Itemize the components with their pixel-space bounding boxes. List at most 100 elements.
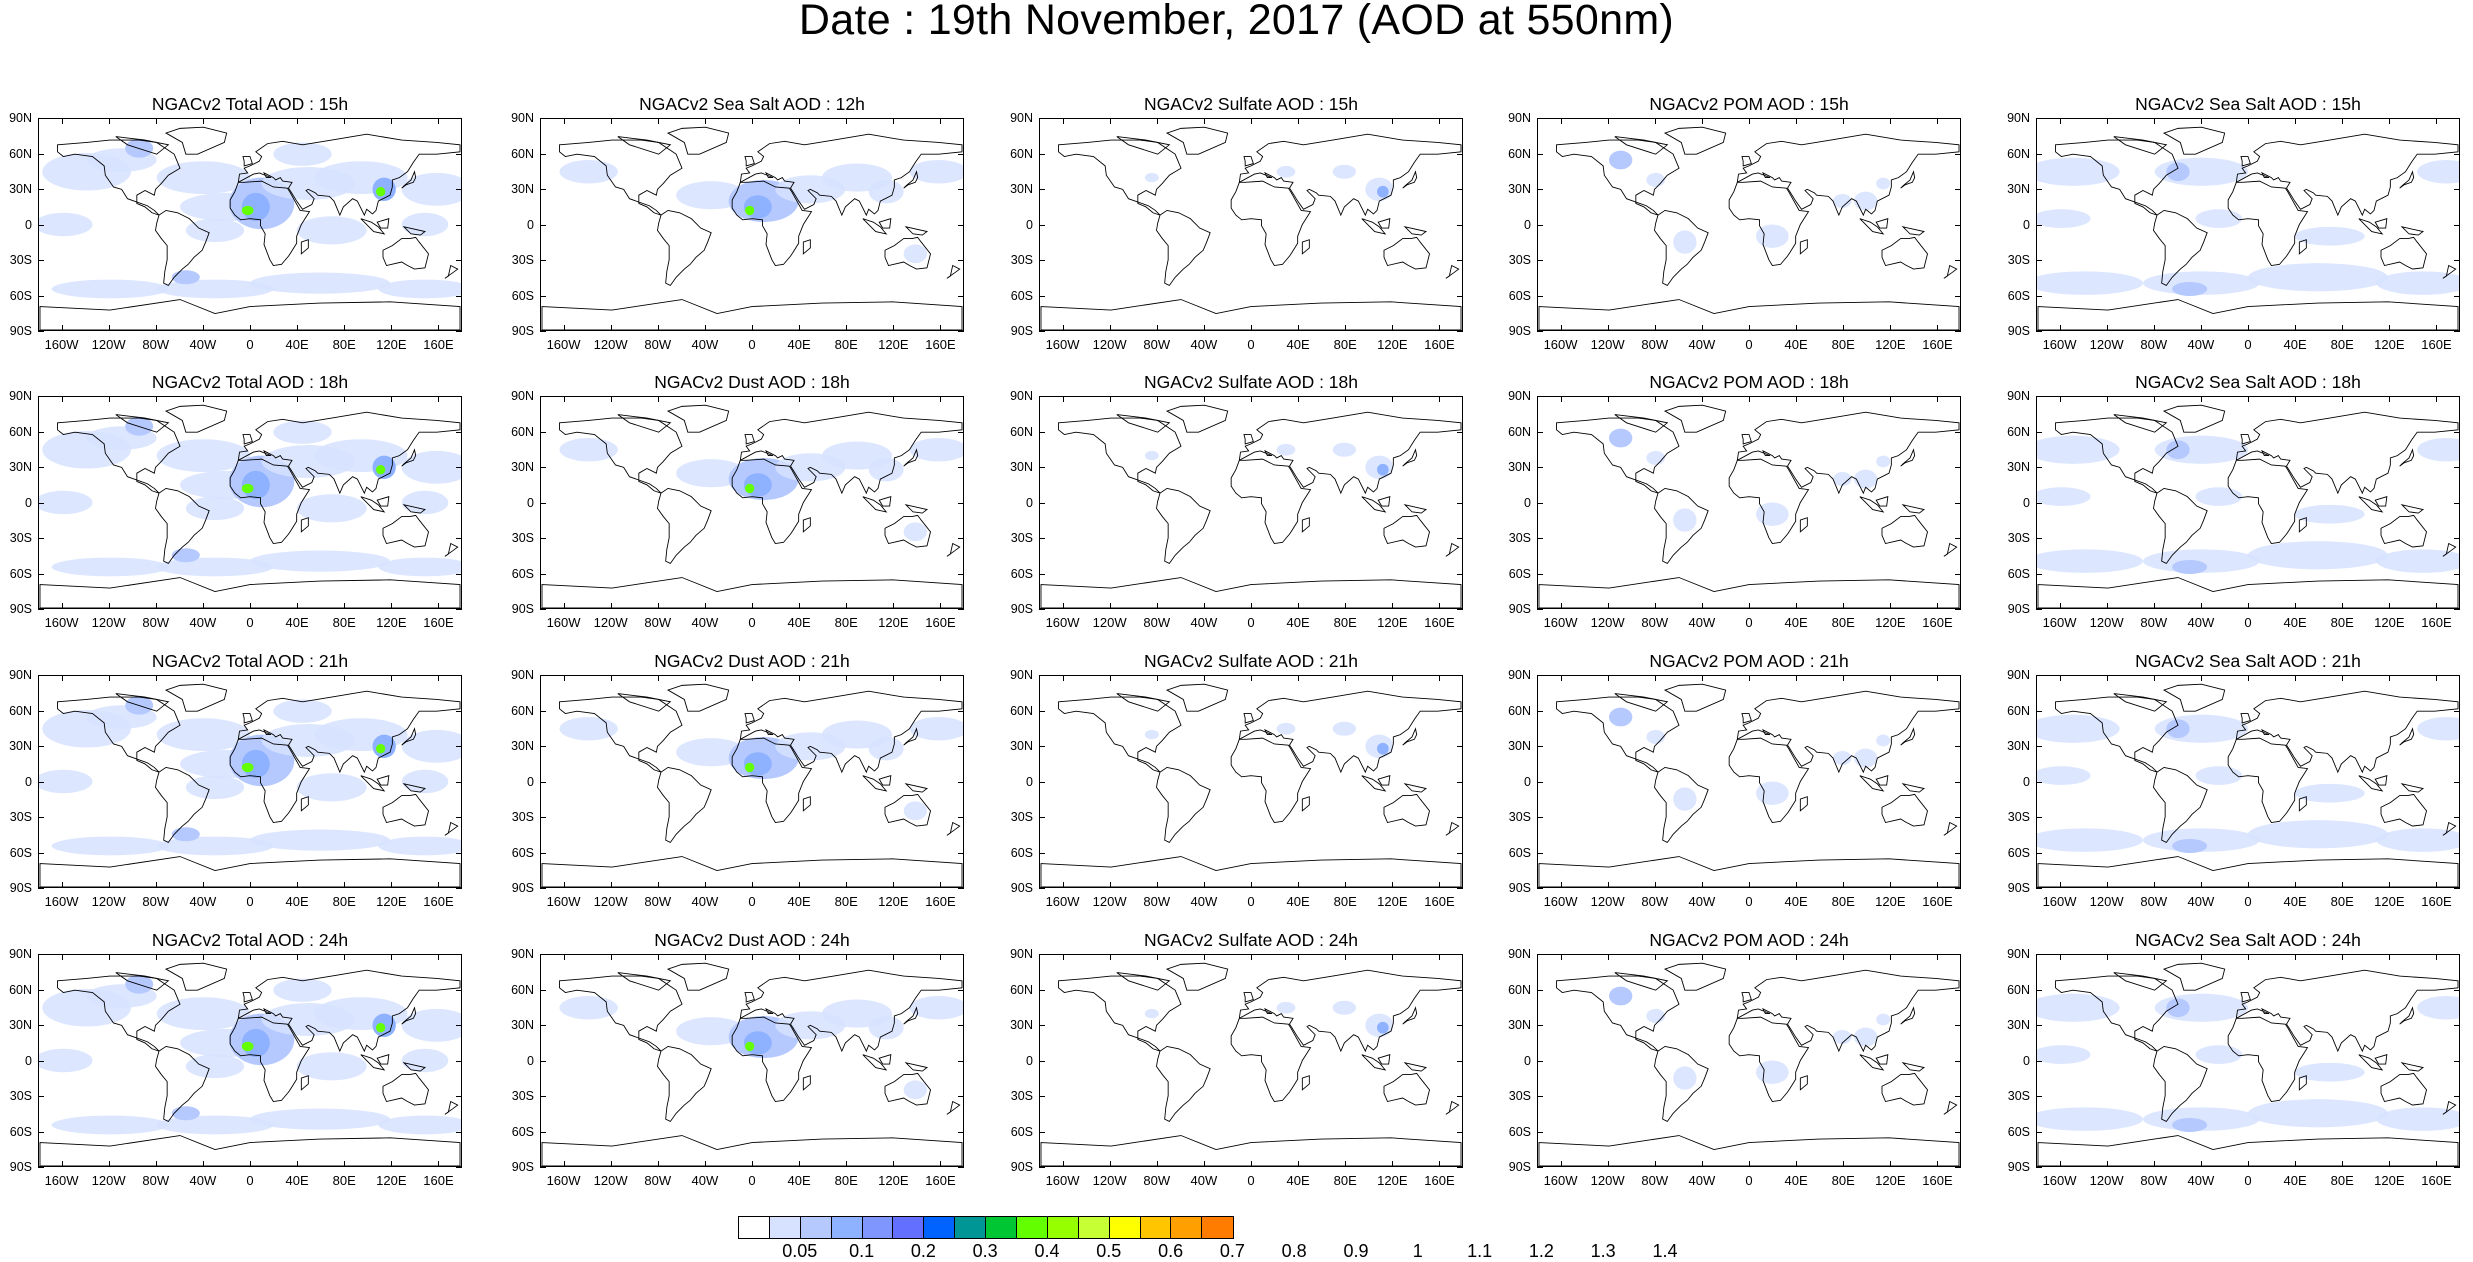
aod-region: [156, 439, 250, 473]
aod-region: [1608, 986, 1633, 1006]
coastline: [903, 170, 919, 189]
lon-tick: [1439, 118, 1441, 124]
lon-tick-label: 40W: [1190, 337, 1218, 352]
aod-map-pom: [1538, 962, 1960, 1166]
aod-region: [1332, 721, 1357, 736]
coastline: [237, 133, 461, 217]
lon-tick: [2436, 118, 2438, 124]
lat-tick: [1039, 224, 1045, 226]
lon-tick: [2295, 675, 2297, 681]
lon-tick: [1156, 675, 1158, 681]
lon-tick-label: 160W: [1543, 1173, 1578, 1188]
lon-tick: [1607, 325, 1609, 331]
lon-tick: [344, 118, 346, 124]
aod-region: [1144, 1008, 1159, 1019]
lon-tick: [563, 1161, 565, 1167]
lat-tick: [1955, 538, 1961, 539]
lon-tick: [2059, 118, 2061, 124]
lat-tick: [958, 746, 964, 747]
coastline: [1361, 496, 1387, 513]
lat-tick-label: 60S: [1010, 566, 1033, 581]
lat-tick: [2454, 331, 2460, 332]
lat-tick: [1537, 1096, 1543, 1097]
lat-tick-label: 90N: [2007, 947, 2030, 961]
lat-tick-label: 90N: [1010, 111, 1033, 125]
aod-region: [559, 996, 618, 1020]
lat-tick: [2036, 502, 2042, 504]
lat-tick: [2036, 224, 2042, 226]
lat-tick: [2454, 1060, 2460, 1062]
lat-tick: [540, 1060, 546, 1062]
lon-tick: [391, 675, 393, 681]
lon-tick-label: 80E: [834, 615, 858, 630]
lon-tick: [2436, 603, 2438, 609]
lon-tick: [1749, 882, 1750, 888]
aod-region: [378, 1115, 461, 1135]
lat-tick-label: 90N: [1508, 111, 1531, 125]
colorbar-label: 0.3: [972, 1241, 998, 1261]
lat-tick: [540, 954, 546, 955]
aod-region: [903, 522, 928, 542]
coastline: [1538, 856, 1960, 887]
map-panel: [1537, 675, 1961, 888]
lon-tick: [846, 954, 848, 960]
coastline: [1361, 1054, 1387, 1071]
lat-tick-label: 60N: [511, 982, 534, 997]
aod-region: [1377, 185, 1389, 198]
lat-tick: [456, 396, 462, 397]
lon-tick: [2389, 396, 2391, 402]
lat-tick: [38, 1131, 44, 1133]
coastline: [229, 737, 311, 824]
aod-region: [903, 801, 928, 821]
lon-tick-label: 40E: [1784, 894, 1808, 909]
coastline: [1875, 496, 1889, 507]
coastline: [617, 972, 672, 991]
lat-tick: [1039, 118, 1045, 119]
lon-tick-label: 40W: [1688, 894, 1716, 909]
lat-tick: [2454, 852, 2460, 854]
lat-tick: [456, 609, 462, 610]
lat-tick: [1457, 817, 1463, 818]
lat-tick: [1537, 954, 1543, 955]
lon-tick: [2342, 882, 2344, 888]
aod-region: [2248, 820, 2389, 849]
lon-tick-label: 40W: [691, 615, 719, 630]
lat-tick: [1955, 295, 1961, 297]
lon-tick-label: 80W: [1641, 894, 1669, 909]
coastlines: [541, 404, 963, 608]
lon-tick: [1392, 675, 1394, 681]
lat-tick-label: 30N: [1508, 1018, 1531, 1032]
lon-tick: [940, 396, 942, 402]
lon-tick: [2342, 118, 2344, 124]
lat-tick: [958, 852, 964, 854]
lat-tick: [1537, 609, 1543, 610]
coastline: [1614, 414, 1669, 433]
lat-tick: [540, 1096, 546, 1097]
aod-region: [2037, 828, 2143, 852]
lat-tick: [1537, 746, 1543, 747]
lat-tick-label: 30S: [2007, 253, 2030, 267]
lat-tick: [1955, 502, 1961, 504]
aod-region: [2248, 263, 2389, 292]
lon-tick-label: 80W: [1641, 337, 1669, 352]
lon-tick: [438, 396, 440, 402]
coastline: [444, 821, 459, 836]
lon-tick: [1560, 603, 1562, 609]
lon-tick: [2200, 603, 2202, 609]
lat-tick-label: 0: [25, 774, 32, 789]
lon-tick: [2059, 882, 2061, 888]
lon-tick: [893, 675, 895, 681]
lat-tick-label: 30S: [1010, 531, 1033, 545]
lat-tick: [38, 710, 44, 712]
lon-tick: [2059, 675, 2061, 681]
coastline: [1445, 1100, 1460, 1115]
coastline: [1301, 1075, 1310, 1091]
lon-tick-label: 40E: [1286, 1173, 1310, 1188]
aod-region: [909, 717, 963, 741]
lon-tick: [155, 675, 157, 681]
lon-tick: [2153, 675, 2155, 681]
lat-tick-label: 90N: [9, 111, 32, 125]
lon-tick: [1749, 1161, 1750, 1167]
panel-title: NGACv2 Total AOD : 24h: [151, 930, 349, 950]
coastline: [1556, 417, 1680, 494]
